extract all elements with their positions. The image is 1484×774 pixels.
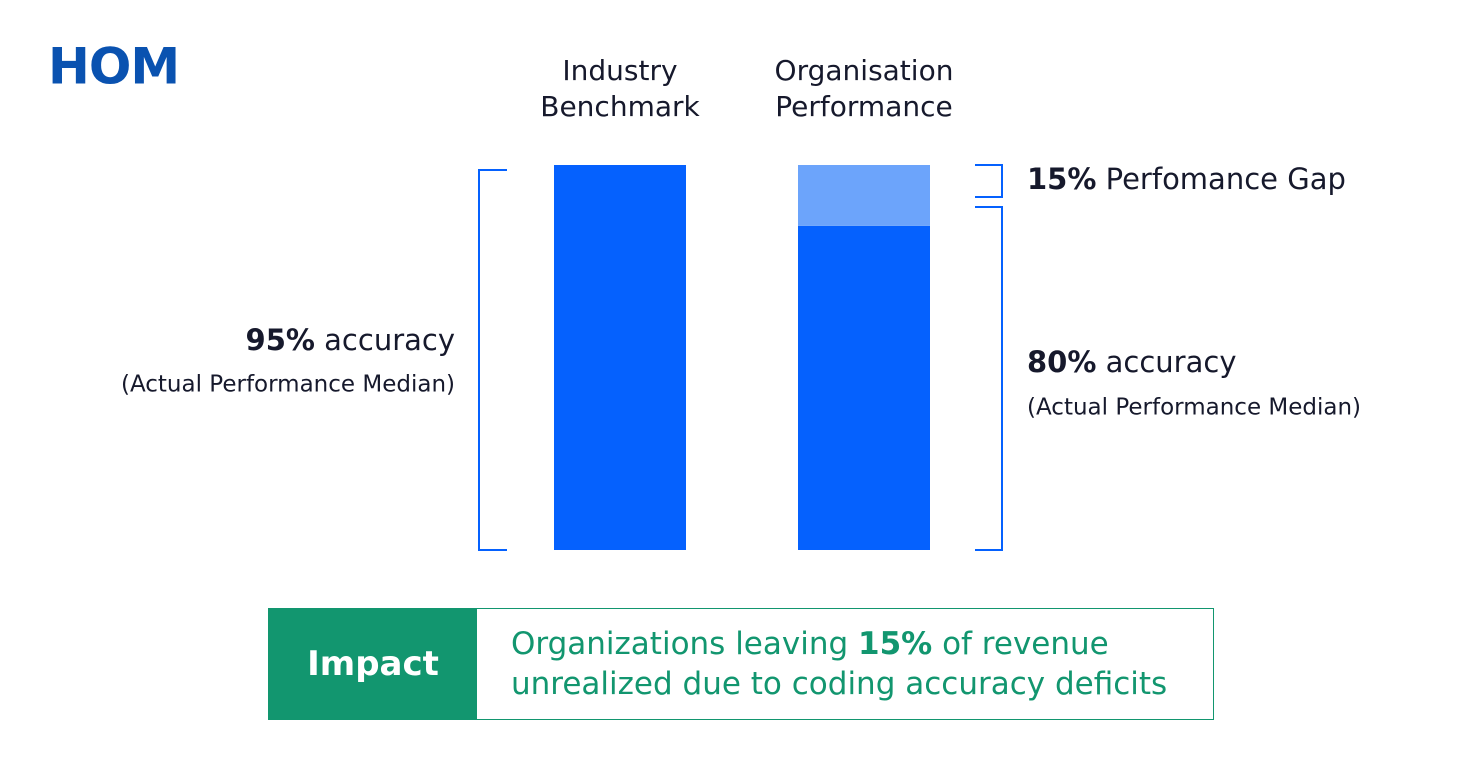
bracket [975,206,1003,551]
text: unrealized due to coding accuracy defici… [511,666,1168,702]
word: Benchmark [540,90,700,123]
word: Performance [775,90,952,123]
logo: HOM [48,38,179,96]
series-name: accuracy [1106,345,1237,379]
bar-segment [554,165,686,550]
impact-text: Organizations leaving 15% of revenue unr… [477,609,1167,719]
series-name: accuracy [324,323,455,357]
category-label: Industry Benchmark [540,54,700,123]
bracket [975,164,1003,198]
series-name: Perfomance Gap [1106,162,1346,196]
text: Organizations leaving [511,626,859,662]
text: of revenue [932,626,1109,662]
impact-line: Organizations leaving 15% of revenue [511,624,1167,664]
bar-segment [798,225,930,550]
value-label: 15% [1027,162,1096,196]
note: (Actual Performance Median) [1027,395,1361,421]
accuracy-label: 80% accuracy [1027,345,1236,379]
accuracy-label: 95% accuracy [246,323,455,357]
category-label: Organisation Performance [775,54,954,123]
word: Organisation [775,54,954,87]
word: Industry [562,54,677,87]
gap-label: 15% Perfomance Gap [1027,162,1346,196]
bracket [478,169,507,551]
impact-line: unrealized due to coding accuracy defici… [511,664,1167,704]
highlight: 15% [858,626,933,662]
value-label: 95% [246,323,315,357]
note: (Actual Performance Median) [121,372,455,398]
impact-label: Impact [269,609,477,719]
impact-box: Impact Organizations leaving 15% of reve… [268,608,1214,720]
chart: HOM 95% accuracy (Actual Performance Med… [48,38,1361,551]
bar-segment [798,165,930,226]
value-label: 80% [1027,345,1096,379]
